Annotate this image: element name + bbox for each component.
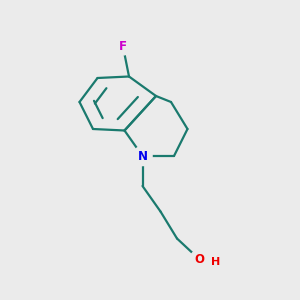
Circle shape — [133, 146, 152, 166]
Text: N: N — [137, 149, 148, 163]
Text: O: O — [194, 253, 205, 266]
Text: F: F — [119, 40, 127, 53]
Circle shape — [190, 250, 209, 269]
Text: H: H — [212, 257, 220, 267]
Circle shape — [115, 38, 131, 55]
